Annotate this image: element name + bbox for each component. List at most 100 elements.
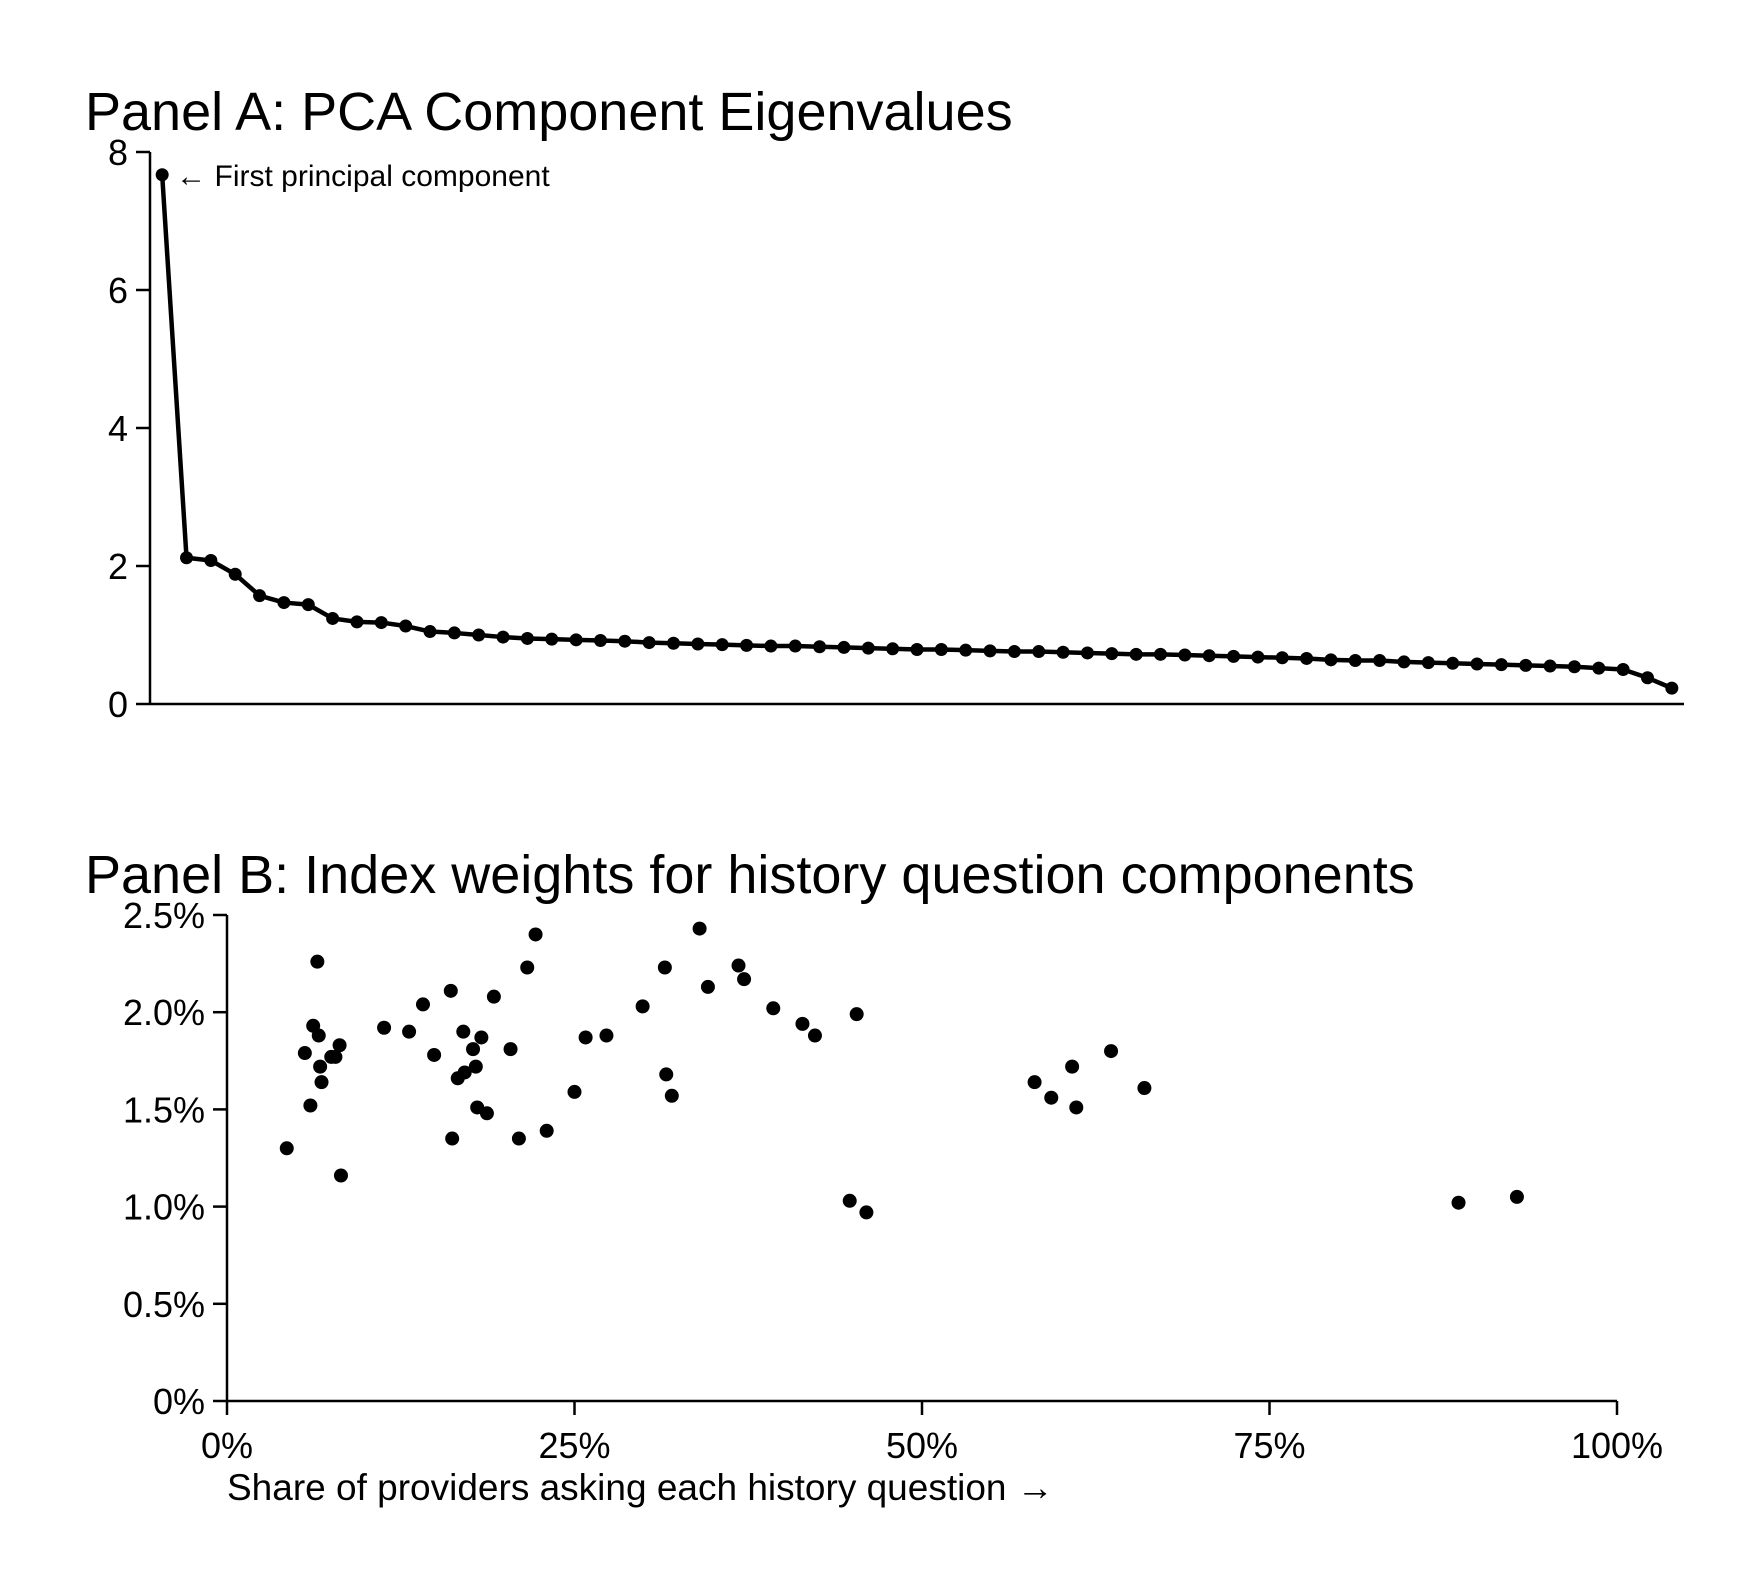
- eigenvalue-point: [1080, 646, 1094, 660]
- eigenvalue-point: [301, 598, 315, 612]
- eigenvalue-point: [1373, 654, 1387, 668]
- weight-point: [474, 1030, 489, 1045]
- eigenvalue-point: [715, 638, 729, 652]
- weight-point: [443, 983, 458, 998]
- weight-point: [310, 954, 325, 969]
- eigenvalue-point: [447, 626, 461, 640]
- weight-point: [635, 999, 650, 1014]
- eigenvalue-point: [1640, 671, 1654, 685]
- weight-point: [468, 1059, 483, 1074]
- eigenvalue-point: [399, 619, 413, 633]
- eigenvalue-point: [1275, 651, 1289, 665]
- weight-point: [692, 921, 707, 936]
- eigenvalue-point: [861, 641, 875, 655]
- panel-b-x-tick-label: 100%: [1571, 1425, 1663, 1466]
- weight-point: [466, 1042, 481, 1057]
- panel-b-x-tick-label: 25%: [538, 1425, 610, 1466]
- weight-point: [377, 1020, 392, 1035]
- eigenvalue-point: [618, 634, 632, 648]
- weight-point: [1065, 1059, 1080, 1074]
- eigenvalue-point: [813, 640, 827, 654]
- weight-point: [795, 1016, 810, 1031]
- eigenvalue-point: [1397, 655, 1411, 669]
- eigenvalue-point: [959, 643, 973, 657]
- eigenvalue-point: [934, 642, 948, 656]
- weight-point: [766, 1001, 781, 1016]
- weight-point: [313, 1059, 328, 1074]
- weight-point: [1069, 1100, 1084, 1115]
- panel-a-points: [155, 168, 1679, 695]
- panel-b-y-tick-label: 1.0%: [123, 1187, 205, 1228]
- weight-point: [1044, 1090, 1059, 1105]
- eigenvalue-point: [1227, 649, 1241, 663]
- eigenvalue-point: [1251, 650, 1265, 664]
- eigenvalue-point: [1421, 656, 1435, 670]
- weight-point: [528, 927, 543, 942]
- eigenvalue-point: [1324, 653, 1338, 667]
- eigenvalue-point: [1202, 649, 1216, 663]
- eigenvalue-point: [1105, 647, 1119, 661]
- weight-point: [445, 1131, 460, 1146]
- eigenvalue-point: [569, 633, 583, 647]
- weight-point: [842, 1193, 857, 1208]
- eigenvalue-point: [642, 636, 656, 650]
- eigenvalue-point: [983, 644, 997, 658]
- weight-point: [849, 1007, 864, 1022]
- eigenvalue-point: [1129, 647, 1143, 661]
- eigenvalue-point: [1665, 681, 1679, 695]
- weight-point: [279, 1141, 294, 1156]
- panel-a-y-tick-label: 0: [108, 684, 128, 725]
- eigenvalue-point: [1494, 658, 1508, 672]
- eigenvalue-point: [326, 611, 340, 625]
- weight-point: [457, 1065, 472, 1080]
- weight-point: [807, 1028, 822, 1043]
- weight-point: [737, 972, 752, 987]
- eigenvalue-point: [1300, 651, 1314, 665]
- eigenvalue-point: [910, 642, 924, 656]
- weight-point: [599, 1028, 614, 1043]
- first-component-annotation: ← First principal component: [176, 160, 550, 193]
- eigenvalue-point: [253, 589, 267, 603]
- eigenvalue-point: [1032, 645, 1046, 659]
- weight-point: [333, 1168, 348, 1183]
- panel-b-x-tick-label: 75%: [1233, 1425, 1305, 1466]
- eigenvalue-point: [374, 616, 388, 630]
- eigenvalue-point: [667, 636, 681, 650]
- weight-point: [311, 1028, 326, 1043]
- weight-point: [731, 958, 746, 973]
- panel-b-y-tick-label: 1.5%: [123, 1089, 205, 1130]
- panel-b-x-ticks: 0% 25% 50% 75% 100%: [201, 1401, 1663, 1466]
- eigenvalue-point: [423, 625, 437, 639]
- weight-point: [503, 1042, 518, 1057]
- eigenvalue-point: [350, 615, 364, 629]
- weight-point: [456, 1024, 471, 1039]
- weight-point: [539, 1123, 554, 1138]
- panel-b-x-tick-label: 0%: [201, 1425, 253, 1466]
- eigenvalue-point: [204, 553, 218, 567]
- eigenvalue-point: [886, 642, 900, 656]
- weight-point: [859, 1205, 874, 1220]
- eigenvalue-point: [472, 628, 486, 642]
- eigenvalue-point: [593, 634, 607, 648]
- panel-b-title: Panel B: Index weights for history quest…: [85, 845, 1415, 905]
- eigenvalue-point: [520, 631, 534, 645]
- panel-a-y-tick-label: 2: [108, 546, 128, 587]
- weight-point: [511, 1131, 526, 1146]
- panel-a-y-tick-label: 8: [108, 132, 128, 173]
- weight-point: [659, 1067, 674, 1082]
- weight-point: [427, 1047, 442, 1062]
- eigenvalue-point: [740, 638, 754, 652]
- eigenvalue-point: [1616, 663, 1630, 676]
- eigenvalue-point: [496, 630, 510, 644]
- panel-b-y-tick-label: 0.5%: [123, 1284, 205, 1325]
- eigenvalue-point: [277, 596, 291, 610]
- weight-point: [700, 979, 715, 994]
- panel-a-y-tick-label: 6: [108, 270, 128, 311]
- panel-b-y-tick-label: 2.5%: [123, 895, 205, 936]
- weight-point: [664, 1088, 679, 1103]
- eigenvalue-point: [1348, 654, 1362, 668]
- panel-a-eigenvalue-line: [159, 174, 1673, 691]
- weight-point: [486, 989, 501, 1004]
- eigenvalue-point: [1056, 645, 1070, 659]
